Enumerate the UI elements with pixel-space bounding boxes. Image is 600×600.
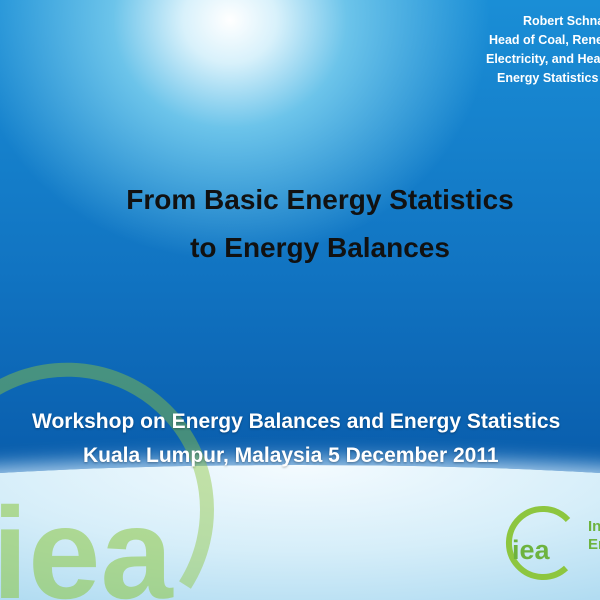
author-division: Energy Statistics Division — [497, 71, 600, 85]
logo-text: iea — [512, 535, 550, 565]
author-role: Head of Coal, Renewables, — [489, 33, 600, 47]
logo-agency-name: International Energy Agency — [588, 518, 600, 554]
subtitle-location-date: Kuala Lumpur, Malaysia 5 December 2011 — [83, 444, 499, 467]
logo-ring — [505, 506, 571, 580]
earth-horizon-image — [0, 465, 600, 600]
watermark-logo-text: iea — [0, 480, 174, 600]
logo-line-2: Energy Agency — [588, 536, 600, 553]
slide-title: From Basic Energy Statistics to Energy B… — [0, 176, 600, 272]
author-name: Robert Schnapp — [523, 14, 600, 28]
title-line-2: to Energy Balances — [190, 232, 450, 263]
subtitle-workshop: Workshop on Energy Balances and Energy S… — [32, 410, 561, 433]
logo-line-1: International — [588, 518, 600, 535]
title-line-1: From Basic Energy Statistics — [126, 184, 514, 215]
author-role-2: Electricity, and Heat — [486, 52, 600, 66]
